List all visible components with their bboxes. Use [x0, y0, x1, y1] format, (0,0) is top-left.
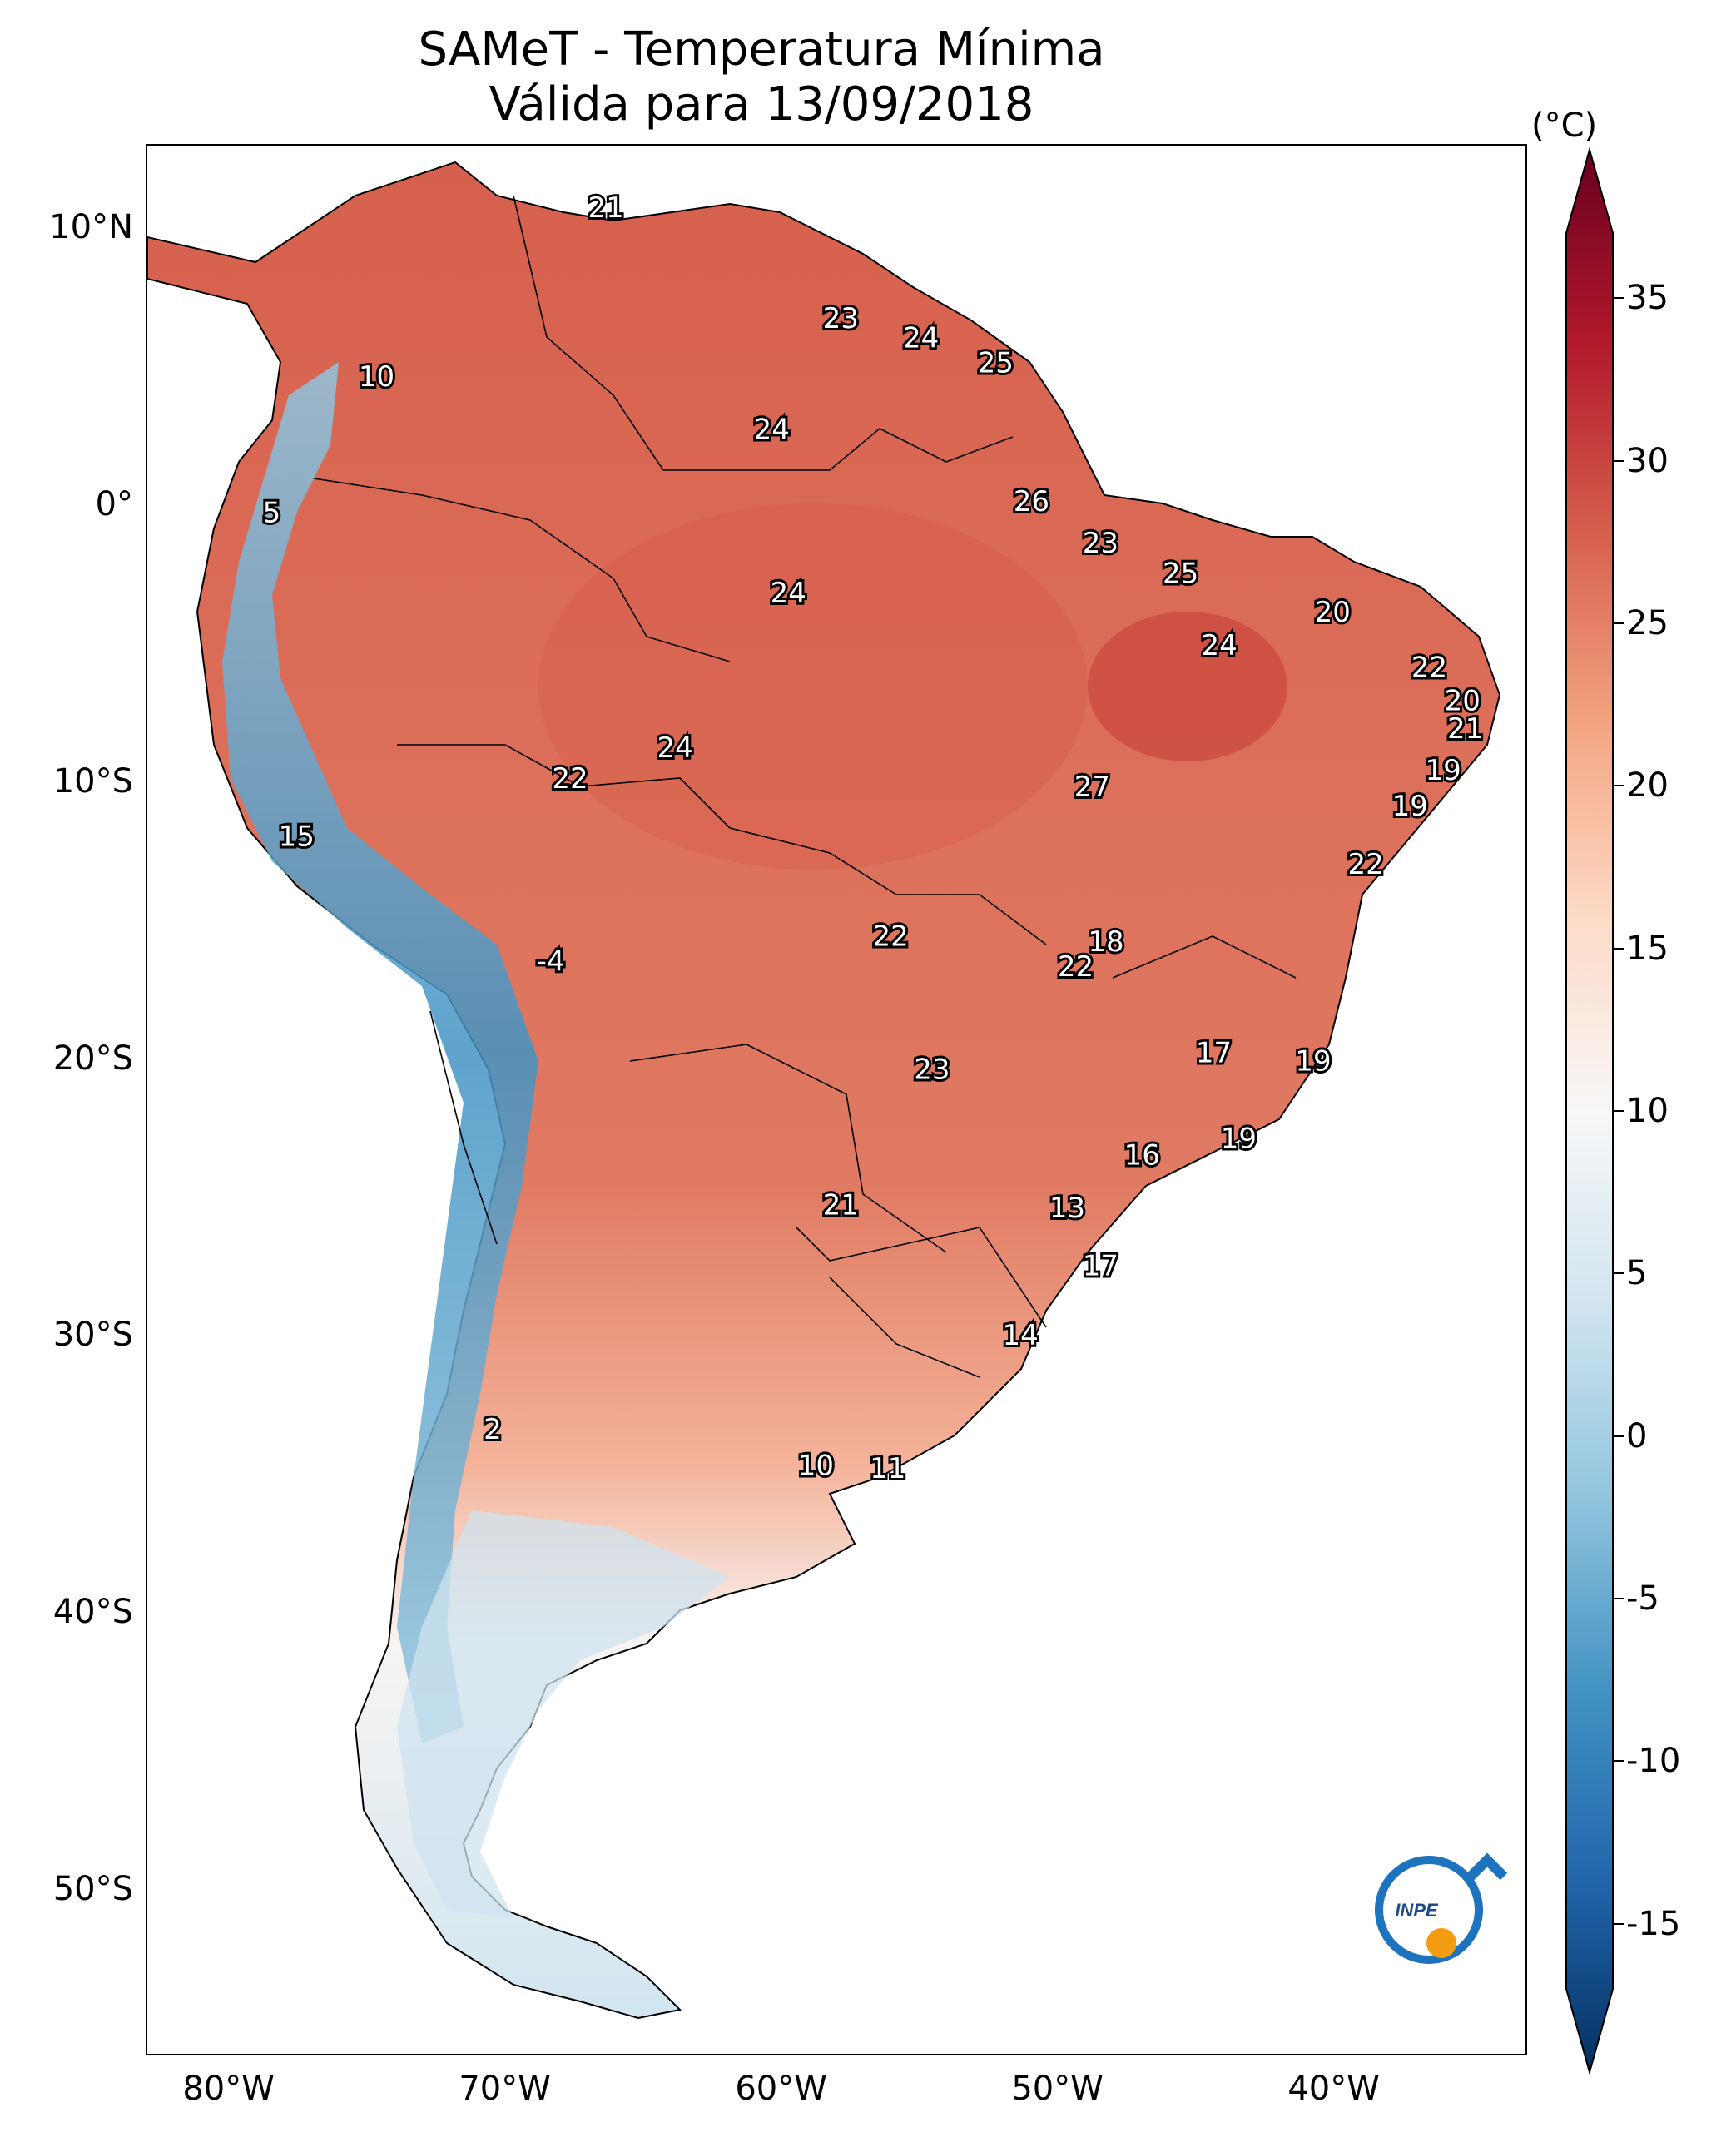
station-label: 22	[552, 762, 588, 796]
station-label: 22	[1347, 848, 1383, 881]
colorbar-gradient	[1565, 146, 1614, 2075]
colorbar-tick-mark	[1613, 1435, 1624, 1437]
station-label: 20	[1445, 685, 1481, 718]
colorbar	[1565, 146, 1614, 2075]
station-label: 22	[872, 920, 908, 954]
station-label: 11	[870, 1452, 905, 1485]
andes-cold-region	[222, 362, 538, 1743]
station-label: 23	[1083, 527, 1118, 560]
station-label: 10	[798, 1449, 834, 1482]
station-label: 21	[588, 191, 623, 225]
station-label: 19	[1295, 1044, 1331, 1078]
latitude-tick-label: 40°S	[52, 1593, 133, 1632]
inpe-logo-text: INPE	[1395, 1900, 1439, 1921]
colorbar-tick-mark	[1613, 1760, 1624, 1763]
colorbar-tick-mark	[1613, 785, 1624, 787]
station-label: 2	[484, 1413, 502, 1446]
latitude-tick-label: 0°	[95, 484, 133, 523]
colorbar-tick-label: -5	[1626, 1579, 1659, 1619]
longitude-tick-label: 60°W	[735, 2070, 827, 2108]
station-label: 23	[914, 1053, 950, 1086]
colorbar-tick-label: -15	[1626, 1904, 1681, 1943]
station-label: 25	[978, 346, 1014, 379]
map-frame: 21 10 5 23 24 25 24 26 23 24 25 20 24 22 20 21 24 22 27 19 1…	[146, 144, 1527, 2055]
patagonia-cool-region	[397, 1510, 730, 1918]
station-label: 19	[1425, 754, 1461, 787]
south-america-landmass	[147, 161, 1501, 2020]
colorbar-tick-label: 0	[1626, 1416, 1648, 1455]
station-label: 23	[823, 302, 859, 335]
station-label: -4	[537, 945, 565, 979]
longitude-tick-label: 70°W	[459, 2070, 551, 2108]
station-label: 15	[279, 821, 315, 854]
station-label: 21	[823, 1189, 859, 1222]
longitude-tick-label: 80°W	[182, 2070, 275, 2108]
station-label: 26	[1014, 485, 1049, 518]
latitude-tick-label: 10°N	[49, 207, 133, 246]
longitude-tick-label: 50°W	[1011, 2070, 1104, 2108]
station-label: 17	[1083, 1250, 1118, 1283]
station-label: 10	[359, 360, 394, 394]
colorbar-tick-label: 35	[1626, 279, 1669, 318]
colorbar-tick-mark	[1613, 1922, 1624, 1925]
station-label: 24	[771, 577, 806, 610]
station-label: 24	[903, 322, 939, 355]
chart-title: SAMeT - Temperatura Mínima	[418, 22, 1105, 77]
chart-subtitle: Válida para 13/09/2018	[489, 77, 1034, 131]
colorbar-tick-label: 30	[1626, 441, 1669, 480]
station-label: 22	[1411, 652, 1447, 685]
inpe-logo: INPE	[1375, 1852, 1508, 1964]
station-label: 5	[263, 496, 281, 529]
latitude-tick-label: 10°S	[52, 761, 133, 801]
colorbar-tick-label: 25	[1626, 603, 1669, 642]
colorbar-tick-mark	[1613, 1272, 1624, 1275]
warm-core-amazon	[538, 503, 1088, 870]
station-label: 14	[1002, 1319, 1038, 1352]
colorbar-tick-mark	[1613, 1598, 1624, 1600]
colorbar-tick-label: 20	[1626, 766, 1669, 806]
country-borders	[313, 195, 1297, 1378]
colorbar-tick-mark	[1613, 1110, 1624, 1112]
colorbar-tick-mark	[1613, 459, 1624, 462]
warm-core-north	[1088, 612, 1287, 761]
station-label: 27	[1074, 771, 1110, 804]
station-label: 22	[1058, 950, 1094, 984]
station-label: 24	[1202, 629, 1238, 662]
colorbar-tick-label: -10	[1626, 1742, 1681, 1781]
longitude-tick-label: 40°W	[1287, 2070, 1380, 2108]
latitude-tick-label: 20°S	[52, 1039, 133, 1078]
station-label: 21	[1447, 712, 1483, 746]
station-label: 17	[1196, 1036, 1232, 1069]
station-label: 16	[1124, 1139, 1160, 1173]
latitude-tick-label: 50°S	[52, 1870, 133, 1909]
station-label: 24	[754, 413, 790, 446]
colorbar-tick-mark	[1613, 947, 1624, 950]
station-label: 18	[1088, 925, 1123, 959]
colorbar-tick-label: 5	[1626, 1254, 1648, 1293]
station-label: 20	[1315, 596, 1351, 629]
colorbar-tick-label: 15	[1626, 929, 1669, 968]
colorbar-tick-mark	[1613, 622, 1624, 624]
station-label: 25	[1163, 557, 1198, 590]
colorbar-tick-mark	[1613, 297, 1624, 300]
colorbar-unit: (°C)	[1531, 107, 1598, 145]
station-label: 19	[1221, 1123, 1257, 1156]
station-label: 19	[1392, 790, 1428, 823]
station-label: 24	[657, 731, 692, 765]
station-label: 13	[1049, 1192, 1085, 1225]
latitude-tick-label: 30°S	[52, 1316, 133, 1355]
colorbar-tick-label: 10	[1626, 1092, 1669, 1130]
